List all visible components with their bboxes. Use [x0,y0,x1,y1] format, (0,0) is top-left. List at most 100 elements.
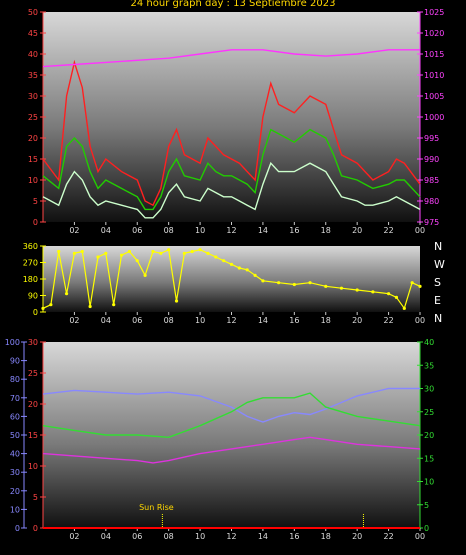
left-tick-label: 20 [28,134,38,143]
right-tick-label: 1025 [424,8,444,17]
right-tick-label: 0 [424,524,429,533]
left-tick-label: 30 [28,92,38,101]
x-tick-label: 10 [195,532,205,541]
right-tick-label: 10 [424,478,434,487]
x-tick-label: 02 [69,316,79,325]
x-tick-label: 14 [258,532,268,541]
right-tick-label: 1010 [424,71,444,80]
x-tick-label: 16 [289,316,299,325]
left-tick-label: 270 [23,259,38,268]
left-tick-label: 5 [33,493,38,502]
far_left-tick-label: 90 [10,357,20,366]
left-tick-label: 15 [28,431,38,440]
left-tick-label: 50 [28,8,38,17]
x-tick-label: 08 [164,532,174,541]
x-tick-label: 08 [164,316,174,325]
temperature-humidity-panel: 0102030405060708090100051015202530051015… [5,338,434,541]
right-tick-label: 15 [424,454,434,463]
x-tick-label: 12 [226,226,236,235]
right-tick-label: 975 [424,218,439,227]
temperature-series-line [42,392,421,439]
right-tick-label: 1000 [424,113,444,122]
left-tick-label: 15 [28,155,38,164]
dewpoint-series-line [42,436,421,464]
far_left-tick-label: 40 [10,450,20,459]
left-tick-label: 90 [28,292,38,301]
pressure-series-line [42,49,420,68]
left-tick-label: 0 [33,218,38,227]
wind-direction-panel: 0 90 180 270 360 02 04 06 08 10 12 14 16 18 20 22 00 [23,242,425,325]
right-tick-label: 995 [424,134,439,143]
right-tick-label: 25 [424,408,434,417]
right-tick-label: 980 [424,197,439,206]
right-tick-label: 20 [424,431,434,440]
x-tick-label: 22 [383,316,393,325]
left-tick-label: 0 [33,524,38,533]
right-tick-label: 35 [424,361,434,370]
left-tick-label: 35 [28,71,38,80]
left-tick-label: 45 [28,29,38,38]
far_left-tick-label: 100 [5,338,20,347]
x-tick-label: 06 [132,316,142,325]
x-tick-label: 00 [415,532,425,541]
right-tick-label: 1005 [424,92,444,101]
sun-rise-label: Sun Rise [139,503,174,512]
right-tick-label: 5 [424,501,429,510]
min-series-line [42,161,421,219]
far_left-tick-label: 20 [10,487,20,496]
left-tick-label: 20 [28,400,38,409]
x-tick-label: 18 [321,316,331,325]
x-tick-label: 04 [101,532,111,541]
right-tick-label: 985 [424,176,439,185]
far_left-tick-label: 80 [10,375,20,384]
x-tick-label: 22 [383,532,393,541]
compass-letter-n-top: N [434,240,443,253]
left-tick-label: 40 [28,50,38,59]
x-tick-label: 02 [69,532,79,541]
compass-letter-e: E [434,294,441,307]
left-tick-label: 5 [33,197,38,206]
left-tick-label: 25 [28,369,38,378]
wind-pressure-panel: 0510152025303540455097598098599099510001… [28,8,445,235]
compass-letter-n-bottom: N [434,312,443,325]
right-tick-label: 30 [424,385,434,394]
compass-letter-w: W [434,258,445,271]
left-tick-label: 180 [23,275,38,284]
left-tick-label: 10 [28,176,38,185]
x-tick-label: 16 [289,226,299,235]
chart-title: 24 hour graph day : 13 Septiembre 2023 [130,0,336,9]
left-tick-label: 30 [28,338,38,347]
far_left-tick-label: 10 [10,505,20,514]
left-tick-label: 10 [28,462,38,471]
x-tick-label: 08 [164,226,174,235]
x-tick-label: 06 [132,532,142,541]
x-tick-label: 14 [258,316,268,325]
x-tick-label: 20 [352,226,362,235]
far_left-tick-label: 60 [10,412,20,421]
plot-background [43,342,420,528]
right-tick-label: 1020 [424,29,444,38]
far_left-tick-label: 50 [10,431,20,440]
x-tick-label: 04 [101,226,111,235]
right-tick-label: 40 [424,338,434,347]
x-tick-label: 12 [226,316,236,325]
far_left-tick-label: 0 [15,524,20,533]
x-tick-label: 14 [258,226,268,235]
right-tick-label: 1015 [424,50,444,59]
x-tick-label: 00 [415,316,425,325]
x-tick-label: 00 [415,226,425,235]
x-tick-label: 20 [352,532,362,541]
left-tick-label: 0 [33,308,38,317]
plot-background [43,12,420,222]
humidity-series-line [42,387,420,423]
x-tick-label: 18 [321,532,331,541]
left-tick-label: 25 [28,113,38,122]
x-tick-label: 04 [101,316,111,325]
x-tick-label: 12 [226,532,236,541]
x-tick-label: 02 [69,226,79,235]
x-tick-label: 16 [289,532,299,541]
x-tick-label: 10 [195,316,205,325]
x-tick-label: 18 [321,226,331,235]
